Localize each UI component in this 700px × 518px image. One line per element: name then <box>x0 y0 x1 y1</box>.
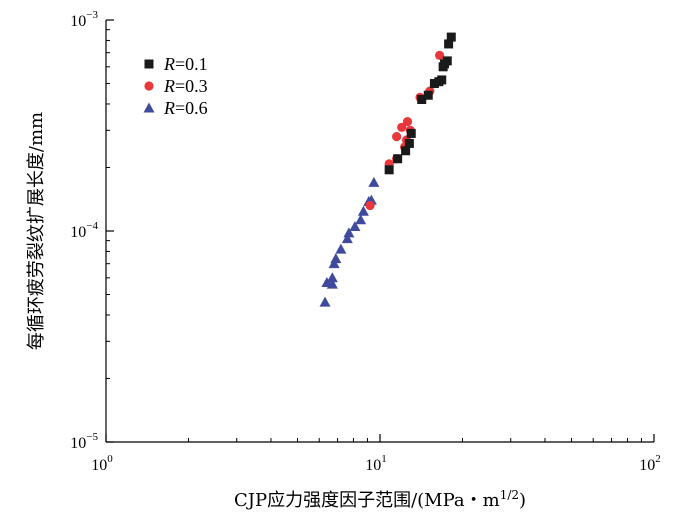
x-axis-title-end: ) <box>519 490 526 511</box>
legend-label-variable: R <box>163 98 175 118</box>
x-tick-label-exponent: 2 <box>655 453 661 465</box>
data-point-triangle <box>349 221 361 232</box>
data-point-square <box>404 138 414 148</box>
legend-label-variable: R <box>163 54 175 74</box>
data-point-triangle <box>341 233 353 244</box>
data-point-square <box>446 32 456 42</box>
y-tick-label-exponent: −3 <box>86 9 98 21</box>
x-tick-label: 101 <box>365 453 387 474</box>
data-point-triangle <box>343 227 355 238</box>
legend-label: R=0.3 <box>163 76 208 96</box>
data-point-circle <box>392 132 402 142</box>
y-tick-label: 10−3 <box>70 9 98 30</box>
legend-marker-square <box>144 59 154 69</box>
data-marks <box>319 32 456 307</box>
x-axis-title-main: CJP应力强度因子范围/(MPa・m <box>234 490 500 511</box>
y-tick-label: 10−5 <box>70 431 98 452</box>
x-tick-label-base: 10 <box>639 457 655 474</box>
x-axis-title: CJP应力强度因子范围/(MPa・m1/2) <box>234 488 526 511</box>
data-point-square <box>384 165 394 175</box>
x-tick-label: 100 <box>91 453 113 474</box>
data-point-square <box>406 128 416 138</box>
legend-label-value: =0.6 <box>175 98 208 118</box>
x-tick-label-base: 10 <box>365 457 381 474</box>
data-point-triangle <box>368 176 380 187</box>
data-point-circle <box>397 122 407 132</box>
data-point-triangle <box>326 278 338 289</box>
data-point-triangle <box>328 258 340 269</box>
legend-marker-triangle <box>143 102 155 113</box>
data-point-triangle <box>326 272 338 283</box>
data-point-square <box>401 146 411 156</box>
y-tick-label-base: 10 <box>70 435 86 452</box>
data-point-square <box>442 56 452 66</box>
x-tick-label-exponent: 0 <box>107 453 113 465</box>
data-point-square <box>444 39 454 49</box>
legend-label-variable: R <box>163 76 175 96</box>
legend-label: R=0.1 <box>163 54 208 74</box>
data-point-circle <box>434 50 445 60</box>
data-point-circle <box>402 116 413 127</box>
data-point-triangle <box>330 253 342 264</box>
data-point-triangle <box>319 296 331 307</box>
x-axis-title-exponent: 1/2 <box>500 488 519 502</box>
x-tick-label: 102 <box>639 453 661 474</box>
data-point-circle <box>365 200 375 211</box>
y-tick-label-exponent: −4 <box>86 220 98 232</box>
y-tick-label-exponent: −5 <box>86 431 98 443</box>
data-point-square <box>393 154 403 164</box>
legend-label-value: =0.1 <box>175 54 208 74</box>
legend-label-value: =0.3 <box>175 76 208 96</box>
x-tick-label-exponent: 1 <box>381 453 387 465</box>
y-tick-label: 10−4 <box>70 220 98 241</box>
data-point-square <box>417 94 427 104</box>
legend-marker-circle <box>144 81 154 91</box>
x-tick-label-base: 10 <box>91 457 107 474</box>
data-point-triangle <box>357 205 369 216</box>
data-point-square <box>423 90 433 100</box>
y-axis-title: 每循环疲劳裂纹扩展长度/mm <box>26 112 47 350</box>
y-tick-label-base: 10 <box>70 13 86 30</box>
data-point-triangle <box>335 243 347 254</box>
data-point-square <box>437 75 447 85</box>
legend-label: R=0.6 <box>163 98 208 118</box>
y-tick-label-base: 10 <box>70 224 86 241</box>
data-point-triangle <box>355 214 367 225</box>
legend: R=0.1R=0.3R=0.6 <box>143 54 208 118</box>
